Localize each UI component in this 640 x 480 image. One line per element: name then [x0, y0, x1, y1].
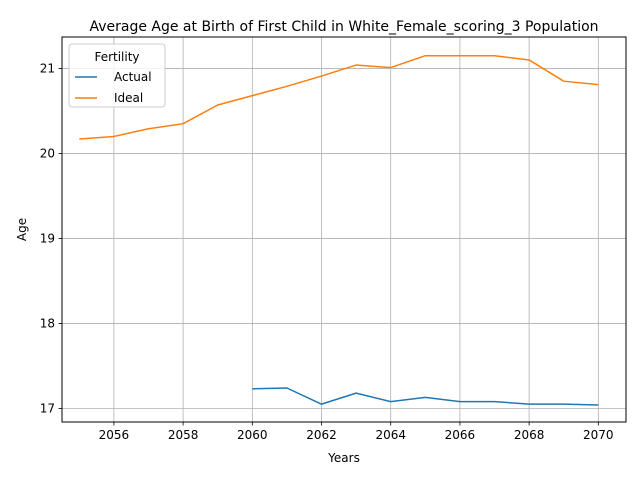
plot-frame	[61, 36, 627, 423]
chart-title: Average Age at Birth of First Child in W…	[89, 19, 598, 35]
grid-lines	[62, 37, 626, 422]
x-tick-label: 2058	[168, 428, 199, 442]
y-tick-label: 18	[40, 316, 55, 330]
legend-box	[68, 43, 166, 108]
series-line-actual	[252, 387, 599, 406]
legend-title: Fertility	[94, 50, 139, 64]
series-lines	[79, 54, 599, 406]
x-axis-label: Years	[327, 451, 360, 465]
x-tick-label: 2068	[514, 428, 545, 442]
y-axis-ticks: 17 18 19 20 21	[40, 61, 62, 415]
x-tick-label: 2070	[583, 428, 614, 442]
legend-items: Actual Ideal	[75, 70, 152, 105]
y-axis-label: Age	[15, 218, 29, 241]
x-tick-label: 2066	[445, 428, 476, 442]
y-tick-label: 20	[40, 146, 55, 160]
series-line-ideal	[79, 54, 599, 140]
y-tick-label: 17	[40, 401, 55, 415]
x-tick-label: 2060	[237, 428, 268, 442]
x-tick-label: 2064	[375, 428, 406, 442]
x-tick-label: 2056	[99, 428, 130, 442]
legend-label-actual: Actual	[114, 70, 152, 84]
y-tick-label: 19	[40, 231, 55, 245]
x-axis-ticks: 2056 2058 2060 2062 2064 2066 2068 2070	[99, 422, 614, 442]
legend: Fertility Actual Ideal	[68, 43, 166, 108]
x-tick-label: 2062	[306, 428, 337, 442]
legend-label-ideal: Ideal	[114, 91, 143, 105]
y-tick-label: 21	[40, 61, 55, 75]
